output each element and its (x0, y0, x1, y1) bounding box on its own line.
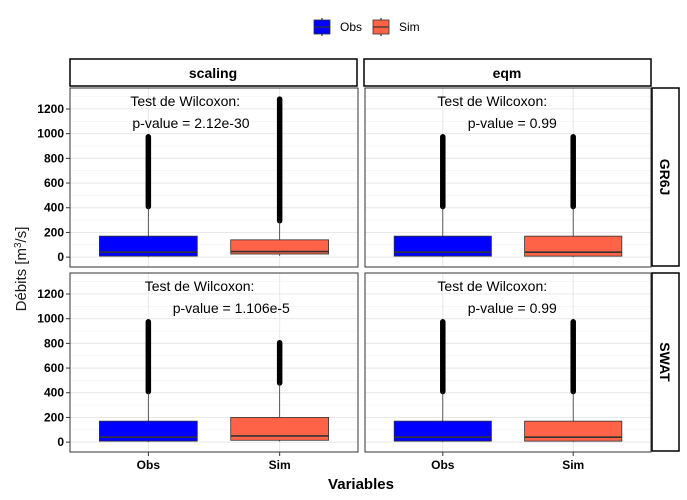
strip-label-eqm: eqm (493, 65, 522, 81)
panel-eqm-swat: Test de Wilcoxon: p-value = 0.99 (364, 272, 652, 453)
strip-scaling-box (69, 58, 358, 87)
x-axis-eqm: Obs Sim (431, 452, 584, 472)
annotation-pvalue: p-value = 1.106e-5 (173, 300, 290, 316)
panel-eqm-gr6j: Test de Wilcoxon: p-value = 0.99 (364, 87, 652, 268)
y-axes: 0 200 400 600 800 1000 1200 0 200 400 600 800 1000 12… (37, 102, 70, 449)
strip-gr6j-box (651, 87, 680, 267)
legend-label-sim: Sim (399, 20, 420, 34)
y-tick-label: 1000 (37, 312, 64, 326)
y-axis-title-main: Débits [m (13, 248, 30, 311)
legend-key-obs (313, 18, 331, 36)
strip-eqm-box (363, 58, 652, 87)
y-axis-swat: 0 200 400 600 800 1000 1200 (37, 287, 70, 449)
box-obs (393, 319, 492, 443)
box-body (98, 420, 198, 442)
y-tick-label: 800 (44, 151, 64, 165)
box-sim (524, 319, 623, 443)
y-tick-label: 400 (44, 201, 64, 215)
annotation-title: Test de Wilcoxon: (437, 93, 547, 109)
y-tick-label: 0 (57, 250, 64, 264)
y-tick-label: 1000 (37, 127, 64, 141)
strip-label-swat: SWAT (657, 342, 673, 382)
box-body (524, 235, 623, 257)
box-obs (98, 319, 198, 443)
box-sim (230, 339, 330, 442)
strip-label-gr6j: GR6J (657, 159, 673, 196)
box-body (393, 420, 492, 442)
x-axes: Obs Sim Obs Sim (137, 452, 584, 472)
y-tick-label: 1200 (37, 287, 64, 301)
annotation-pvalue: p-value = 0.99 (468, 115, 557, 131)
legend: Obs Sim (313, 18, 420, 36)
annotation-pvalue: p-value = 0.99 (468, 300, 557, 316)
y-tick-label: 200 (44, 225, 64, 239)
x-axis-scaling: Obs Sim (137, 452, 291, 472)
y-axis-gr6j: 0 200 400 600 800 1000 1200 (37, 102, 70, 264)
y-tick-label: 1200 (37, 102, 64, 116)
annotation-title: Test de Wilcoxon: (145, 278, 255, 294)
y-tick-label: 200 (44, 410, 64, 424)
x-axis-title: Variables (328, 476, 394, 493)
panels: Test de Wilcoxon:p-value = 2.12e-30Test … (69, 87, 652, 453)
panel-border (364, 87, 652, 268)
annotation-title: Test de Wilcoxon: (130, 93, 240, 109)
box-obs (98, 134, 198, 258)
box-sim (524, 134, 623, 258)
panel-border (69, 272, 359, 453)
box-body (524, 420, 623, 442)
y-axis-title: Débits [m3/s] (13, 227, 30, 312)
strip-label-scaling: scaling (189, 65, 237, 81)
annotation-pvalue: p-value = 2.12e-30 (132, 115, 249, 131)
x-tick-label: Sim (562, 458, 584, 472)
y-tick-label: 0 (57, 435, 64, 449)
annotation-title: Test de Wilcoxon: (437, 278, 547, 294)
y-tick-label: 800 (44, 336, 64, 350)
box-body (230, 417, 330, 441)
strip-swat-box (651, 272, 680, 452)
legend-key-sim (372, 18, 390, 36)
box-body (230, 239, 330, 255)
y-axis-title-end: /s] (13, 227, 30, 243)
panel-border (364, 272, 652, 453)
x-tick-label: Sim (269, 458, 291, 472)
box-sim (230, 96, 330, 256)
y-tick-label: 600 (44, 176, 64, 190)
panel-scaling-swat: Test de Wilcoxon: p-value = 1.106e-5 (69, 272, 359, 453)
box-body (393, 235, 492, 257)
box-obs (393, 134, 492, 258)
panel-scaling-gr6j: Test de Wilcoxon: p-value = 2.12e-30 (69, 87, 359, 268)
legend-label-obs: Obs (340, 20, 362, 34)
panel-border (69, 87, 359, 268)
row-strips: GR6J SWAT (651, 87, 680, 452)
x-tick-label: Obs (431, 458, 455, 472)
y-axis-title-sup: 3 (13, 242, 24, 248)
y-tick-label: 600 (44, 361, 64, 375)
y-tick-label: 400 (44, 386, 64, 400)
box-body (98, 235, 198, 257)
column-strips: scaling eqm (69, 58, 652, 87)
x-tick-label: Obs (137, 458, 161, 472)
